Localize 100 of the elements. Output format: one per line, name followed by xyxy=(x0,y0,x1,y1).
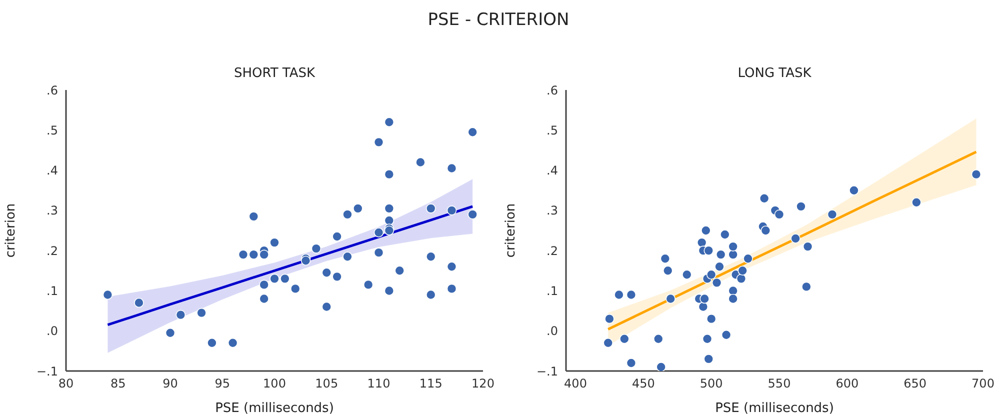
point xyxy=(384,117,394,128)
point xyxy=(363,280,374,290)
x-tick-label: 600 xyxy=(836,376,859,391)
point xyxy=(656,362,666,371)
point xyxy=(626,290,636,300)
point xyxy=(721,330,732,340)
point xyxy=(712,278,722,288)
point xyxy=(311,244,322,254)
point xyxy=(696,238,707,248)
y-tick-label: .6 xyxy=(546,83,558,98)
point xyxy=(790,234,800,244)
point xyxy=(270,274,280,284)
point xyxy=(802,282,812,292)
point xyxy=(165,328,176,338)
point xyxy=(384,169,394,180)
x-tick-label: 85 xyxy=(110,376,126,391)
point xyxy=(384,204,394,214)
x-tick-label: 120 xyxy=(472,376,494,391)
point xyxy=(248,212,259,222)
point xyxy=(353,204,363,214)
x-tick-label: 500 xyxy=(700,376,723,391)
point xyxy=(384,216,394,226)
x-tick-label: 100 xyxy=(263,376,286,391)
point xyxy=(720,230,730,240)
point xyxy=(706,314,716,324)
x-tick-label: 450 xyxy=(632,376,655,391)
point xyxy=(374,248,384,258)
point xyxy=(446,163,457,174)
point xyxy=(102,290,113,300)
point xyxy=(290,284,300,294)
y-tick-label: .1 xyxy=(546,284,558,298)
point xyxy=(468,127,478,138)
y-axis-title: criterion xyxy=(4,203,19,258)
chart-subtitle: SHORT TASK xyxy=(232,66,316,81)
point xyxy=(827,210,838,220)
point xyxy=(603,338,614,348)
point xyxy=(704,246,714,256)
point xyxy=(774,210,784,220)
point xyxy=(662,266,673,276)
point xyxy=(728,250,738,260)
x-tick-label: 95 xyxy=(214,376,230,391)
point xyxy=(332,232,342,242)
y-tick-label: .1 xyxy=(46,284,58,298)
point xyxy=(374,137,384,148)
point xyxy=(796,202,806,212)
x-axis-title: PSE (milliseconds) xyxy=(215,401,334,414)
y-tick-label: .3 xyxy=(46,204,58,218)
point xyxy=(604,314,614,324)
y-tick-label: .3 xyxy=(546,204,558,218)
point xyxy=(332,272,342,282)
point xyxy=(416,157,426,168)
point xyxy=(342,210,352,220)
point xyxy=(426,252,436,262)
point xyxy=(300,256,311,266)
y-tick-label: −.1 xyxy=(536,364,558,378)
point xyxy=(912,198,922,208)
x-tick-label: 80 xyxy=(58,376,74,391)
point xyxy=(760,226,771,236)
point xyxy=(394,266,404,276)
chart-title: PSE - CRITERION xyxy=(426,10,570,30)
point xyxy=(134,298,144,308)
y-tick-label: .0 xyxy=(46,324,58,338)
y-axis-title: criterion xyxy=(504,203,519,258)
point xyxy=(196,308,206,318)
point xyxy=(238,250,248,260)
point xyxy=(704,354,714,364)
point xyxy=(207,338,217,348)
x-tick-label: 115 xyxy=(419,376,442,391)
y-tick-label: .5 xyxy=(546,123,558,138)
point xyxy=(728,242,738,252)
x-tick-label: 105 xyxy=(315,376,338,391)
line-series xyxy=(606,150,978,330)
point xyxy=(971,169,982,180)
point xyxy=(342,252,352,262)
x-tick-label: 650 xyxy=(904,376,927,391)
y-tick-label: .6 xyxy=(46,83,58,98)
point xyxy=(736,274,746,284)
y-tick-label: .2 xyxy=(546,244,558,258)
point xyxy=(714,262,724,272)
point xyxy=(716,250,726,260)
point xyxy=(666,294,676,304)
point xyxy=(682,270,692,280)
point xyxy=(653,334,664,344)
y-tick-label: −.1 xyxy=(36,364,58,378)
point xyxy=(660,254,670,264)
point xyxy=(248,250,259,260)
point xyxy=(759,193,770,204)
point xyxy=(802,242,813,252)
y-tick-label: .4 xyxy=(546,164,558,178)
point xyxy=(259,250,269,260)
point xyxy=(738,266,748,276)
point xyxy=(701,226,711,236)
y-tick-label: .5 xyxy=(46,123,58,138)
point xyxy=(626,358,636,368)
point xyxy=(620,334,630,344)
point xyxy=(426,204,436,214)
point xyxy=(706,270,716,280)
point xyxy=(700,294,710,304)
point xyxy=(849,185,859,196)
point xyxy=(280,274,290,284)
